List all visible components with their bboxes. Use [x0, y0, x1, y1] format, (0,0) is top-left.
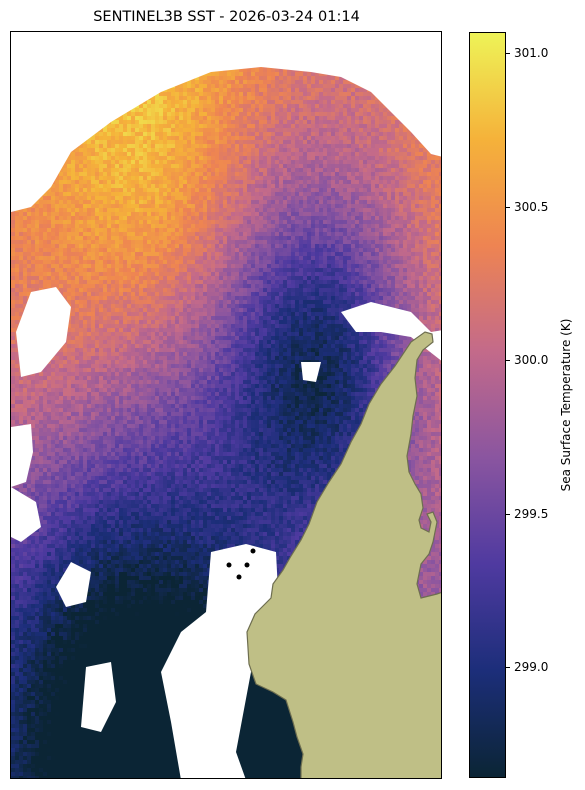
sst-map-canvas	[11, 32, 441, 778]
land-mass	[246, 331, 441, 778]
no-data-area	[341, 302, 441, 361]
no-data-area	[301, 362, 321, 382]
no-data-area	[161, 544, 279, 778]
no-data-area	[56, 562, 91, 607]
colorbar-tick-label: 301.0	[514, 46, 548, 60]
observation-point	[226, 562, 232, 568]
colorbar-tick	[506, 514, 510, 515]
observation-points	[226, 548, 256, 580]
colorbar-tick-label: 299.5	[514, 507, 548, 521]
no-data-area	[11, 424, 33, 487]
map-title: SENTINEL3B SST - 2026-03-24 01:14	[10, 8, 443, 26]
colorbar-label: Sea Surface Temperature (K)	[559, 319, 573, 492]
no-data-area	[16, 287, 71, 377]
no-data-area	[81, 662, 116, 732]
no-data-area	[11, 487, 41, 542]
observation-point	[244, 562, 250, 568]
colorbar-tick-label: 300.5	[514, 200, 548, 214]
observation-point	[236, 574, 242, 580]
colorbar	[469, 32, 506, 778]
colorbar-tick-label: 299.0	[514, 660, 548, 674]
colorbar-tick-label: 300.0	[514, 353, 548, 367]
colorbar-tick	[506, 667, 510, 668]
colorbar-tick	[506, 360, 510, 361]
observation-point	[250, 548, 256, 554]
colorbar-tick	[506, 207, 510, 208]
sst-map[interactable]	[10, 31, 442, 779]
colorbar-tick	[506, 53, 510, 54]
no-data-area	[11, 32, 441, 212]
